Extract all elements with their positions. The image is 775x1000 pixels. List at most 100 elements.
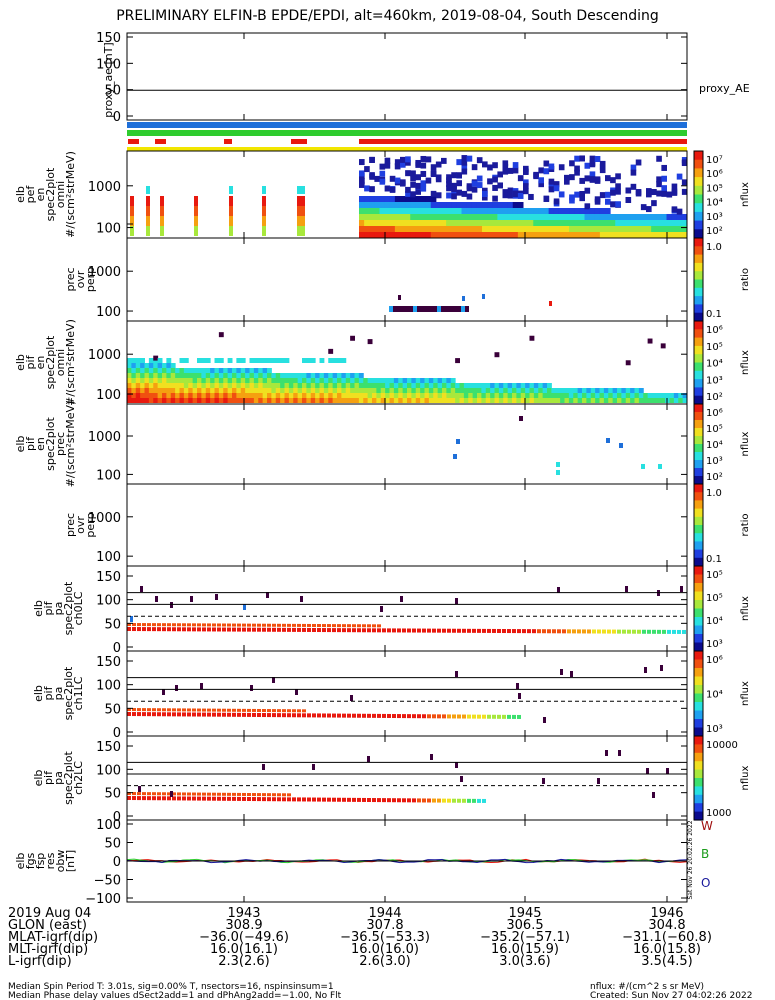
heatmap-cell bbox=[640, 214, 647, 220]
colorbar-cell bbox=[694, 576, 703, 580]
colorbar-cell bbox=[694, 345, 703, 349]
heatmap-cell bbox=[236, 358, 242, 363]
heatmap-cell bbox=[140, 393, 145, 398]
heatmap-cell bbox=[284, 383, 290, 388]
heatmap-cell bbox=[350, 398, 355, 403]
heatmap-cell bbox=[574, 191, 580, 198]
colorbar-cell bbox=[694, 687, 703, 690]
heatmap-cell bbox=[172, 627, 176, 632]
heatmap-cell bbox=[553, 198, 560, 205]
heatmap-cell bbox=[350, 393, 355, 398]
heatmap-cell bbox=[394, 220, 401, 226]
heatmap-cell bbox=[482, 208, 488, 214]
heatmap-cell bbox=[457, 714, 461, 719]
colorbar-cell bbox=[694, 360, 703, 364]
heatmap-cell bbox=[523, 183, 529, 190]
heatmap-cell bbox=[182, 627, 186, 632]
colorbar-cell bbox=[694, 736, 703, 739]
heatmap-cell bbox=[445, 306, 449, 312]
heatmap-cell bbox=[529, 335, 535, 341]
colorbar-cell bbox=[694, 574, 703, 578]
heatmap-cell bbox=[277, 627, 281, 632]
heatmap-cell bbox=[553, 220, 560, 226]
heatmap-cell bbox=[323, 378, 329, 383]
heatmap-cell bbox=[492, 214, 498, 220]
heatmap-cell bbox=[207, 627, 211, 632]
heatmap-cell bbox=[592, 629, 596, 634]
heatmap-cell bbox=[147, 712, 151, 717]
heatmap-cell bbox=[551, 388, 557, 393]
ylabel-word: spec2plot bbox=[62, 751, 75, 805]
colorbar-cell bbox=[694, 817, 703, 821]
heatmap-cell bbox=[394, 159, 401, 166]
heatmap-cell bbox=[372, 628, 376, 633]
heatmap-cell bbox=[681, 179, 688, 186]
heatmap-cell bbox=[389, 214, 396, 220]
heatmap-cell bbox=[354, 383, 360, 388]
colorbar-cell bbox=[694, 794, 703, 798]
heatmap-cell bbox=[232, 398, 237, 403]
heatmap-cell bbox=[656, 190, 662, 197]
heatmap-cell bbox=[482, 214, 488, 220]
heatmap-cell bbox=[240, 378, 246, 383]
colorbar-cell bbox=[694, 294, 703, 297]
colorbar-cell bbox=[694, 508, 703, 512]
heatmap-cell bbox=[617, 388, 622, 393]
heatmap-cell bbox=[194, 206, 198, 216]
heatmap-cell bbox=[232, 378, 237, 383]
heatmap-cell bbox=[661, 220, 667, 226]
heatmap-cell bbox=[542, 778, 545, 784]
heatmap-cell bbox=[494, 352, 500, 358]
heatmap-cell bbox=[476, 157, 483, 164]
heatmap-cell bbox=[646, 768, 649, 774]
heatmap-cell bbox=[369, 220, 375, 226]
heatmap-cell bbox=[337, 388, 342, 393]
pa-ytick: 50 bbox=[104, 702, 121, 717]
heatmap-ytick: 100 bbox=[96, 388, 121, 403]
heatmap-cell bbox=[605, 198, 611, 205]
heatmap-cell bbox=[287, 793, 291, 797]
heatmap-cell bbox=[615, 220, 621, 226]
colorbar-cell bbox=[694, 559, 703, 563]
heatmap-cell bbox=[523, 232, 529, 238]
colorbar-cell bbox=[694, 721, 703, 724]
heatmap-cell bbox=[498, 388, 504, 393]
heatmap-cell bbox=[148, 368, 154, 373]
colorbar-cell bbox=[694, 665, 703, 669]
colorbar-cell bbox=[694, 231, 703, 235]
side-timestamp: Sat Nov 26 20:02:26 2022 bbox=[687, 820, 694, 899]
heatmap-cell bbox=[442, 714, 446, 719]
colorbar-cell bbox=[694, 432, 703, 435]
heatmap-cell bbox=[222, 712, 226, 717]
heatmap-cell bbox=[432, 714, 436, 719]
colorbar-cell bbox=[694, 446, 703, 449]
colorbar-cell bbox=[694, 529, 703, 532]
heatmap-cell bbox=[146, 196, 150, 206]
colorbar-cell bbox=[694, 177, 703, 180]
colorbar-cell bbox=[694, 310, 703, 314]
colorbar-cell bbox=[694, 379, 703, 382]
heatmap-cell bbox=[287, 797, 291, 802]
colorbar-tick: 10² bbox=[706, 226, 723, 237]
heatmap-cell bbox=[433, 393, 439, 398]
heatmap-cell bbox=[594, 220, 601, 226]
heatmap-cell bbox=[533, 383, 539, 388]
colorbar-cell bbox=[694, 262, 703, 266]
heatmap-cell bbox=[460, 776, 463, 782]
heatmap-cell bbox=[237, 708, 241, 712]
heatmap-cell bbox=[451, 220, 457, 226]
heatmap-cell bbox=[555, 393, 561, 398]
heatmap-cell bbox=[183, 398, 189, 403]
colorbar-cell bbox=[694, 318, 703, 322]
heatmap-cell bbox=[157, 627, 161, 632]
heatmap-cell bbox=[435, 161, 442, 168]
heatmap-cell bbox=[424, 393, 430, 398]
heatmap-cell bbox=[284, 393, 290, 398]
heatmap-cell bbox=[245, 383, 250, 388]
heatmap-cell bbox=[363, 378, 369, 383]
heatmap-cell bbox=[569, 174, 575, 181]
heatmap-cell bbox=[297, 206, 301, 216]
heatmap-cell bbox=[494, 388, 500, 393]
colorbar-cell bbox=[694, 454, 703, 457]
heatmap-cell bbox=[205, 398, 211, 403]
